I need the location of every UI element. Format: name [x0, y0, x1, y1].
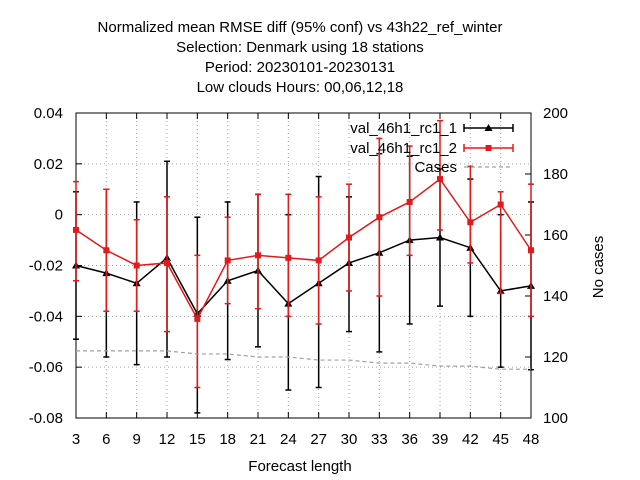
- chart-title: Normalized mean RMSE diff (95% conf) vs …: [98, 19, 503, 96]
- y2-tick-label: 200: [543, 105, 568, 122]
- y2-tick-label: 120: [543, 349, 568, 366]
- y2-tick-label: 160: [543, 227, 568, 244]
- data-point-square: [164, 259, 170, 266]
- legend-label: val_46h1_rc1_1: [350, 120, 457, 137]
- data-point-square: [315, 257, 322, 264]
- series-1: [72, 152, 535, 414]
- y-tick-label: -0.08: [29, 410, 63, 427]
- data-point-square: [224, 257, 231, 264]
- title-line-2: Selection: Denmark using 18 stations: [176, 39, 424, 56]
- legend-marker: [484, 124, 493, 131]
- x-tick-label: 18: [219, 431, 236, 448]
- series-line: [75, 178, 532, 321]
- legend: val_46h1_rc1_1 val_46h1_rc1_2 Cases: [350, 120, 514, 176]
- data-point-square: [103, 247, 110, 254]
- x-tick-label: 21: [250, 431, 267, 448]
- data-point-square: [376, 214, 383, 221]
- x-tick-label: 42: [462, 431, 479, 448]
- data-point-square: [133, 262, 140, 269]
- x-tick-label: 12: [159, 431, 176, 448]
- y2-axis-label: No cases: [590, 236, 607, 299]
- cases-line: [76, 350, 531, 370]
- y-tick-label: 0: [55, 207, 63, 224]
- series-3: [76, 350, 531, 370]
- legend-marker: [485, 145, 492, 151]
- x-tick-label: 45: [492, 431, 509, 448]
- title-line-4: Low clouds Hours: 00,06,12,18: [197, 79, 404, 96]
- x-tick-label: 3: [72, 431, 80, 448]
- data-point-square: [255, 252, 261, 259]
- y-tick-label: -0.06: [29, 359, 63, 376]
- y-tick-label: 0.02: [34, 156, 63, 173]
- x-tick-label: 27: [310, 431, 327, 448]
- x-tick-label: 33: [371, 431, 388, 448]
- data-point-square: [406, 198, 413, 205]
- legend-label: Cases: [414, 159, 457, 176]
- legend-label: val_46h1_rc1_2: [350, 140, 457, 157]
- data-point-square: [528, 247, 534, 254]
- title-line-3: Period: 20230101-20230131: [205, 59, 395, 76]
- y2-tick-label: 100: [543, 410, 568, 427]
- axis-ticks: 3 6 9 12 15 18 21 24 27 30 33 36 39 42 45 48-0.08-0.06-…: [29, 105, 568, 448]
- x-tick-label: 39: [432, 431, 449, 448]
- data-point-square: [346, 234, 352, 241]
- x-tick-label: 15: [189, 431, 206, 448]
- y-tick-label: -0.02: [29, 258, 63, 275]
- x-tick-label: 36: [401, 431, 418, 448]
- y2-tick-label: 140: [543, 288, 568, 305]
- data-point-square: [437, 176, 443, 183]
- x-tick-label: 30: [341, 431, 358, 448]
- data-point-square: [497, 201, 504, 208]
- y2-tick-label: 180: [543, 166, 568, 183]
- x-tick-label: 48: [523, 431, 540, 448]
- data-point-triangle: [436, 233, 444, 241]
- x-axis-label: Forecast length: [248, 458, 351, 475]
- series-layer: [72, 119, 535, 414]
- data-point-square: [467, 219, 474, 226]
- x-tick-label: 24: [280, 431, 297, 448]
- y-tick-label: -0.04: [29, 308, 63, 325]
- series-2: [73, 119, 534, 389]
- series-line: [75, 236, 532, 316]
- data-point-square: [73, 226, 79, 233]
- data-point-square: [194, 315, 201, 322]
- x-tick-label: 6: [102, 431, 110, 448]
- data-point-square: [285, 254, 292, 261]
- y-tick-label: 0.04: [34, 105, 63, 122]
- title-line-1: Normalized mean RMSE diff (95% conf) vs …: [98, 19, 503, 36]
- x-tick-label: 9: [132, 431, 140, 448]
